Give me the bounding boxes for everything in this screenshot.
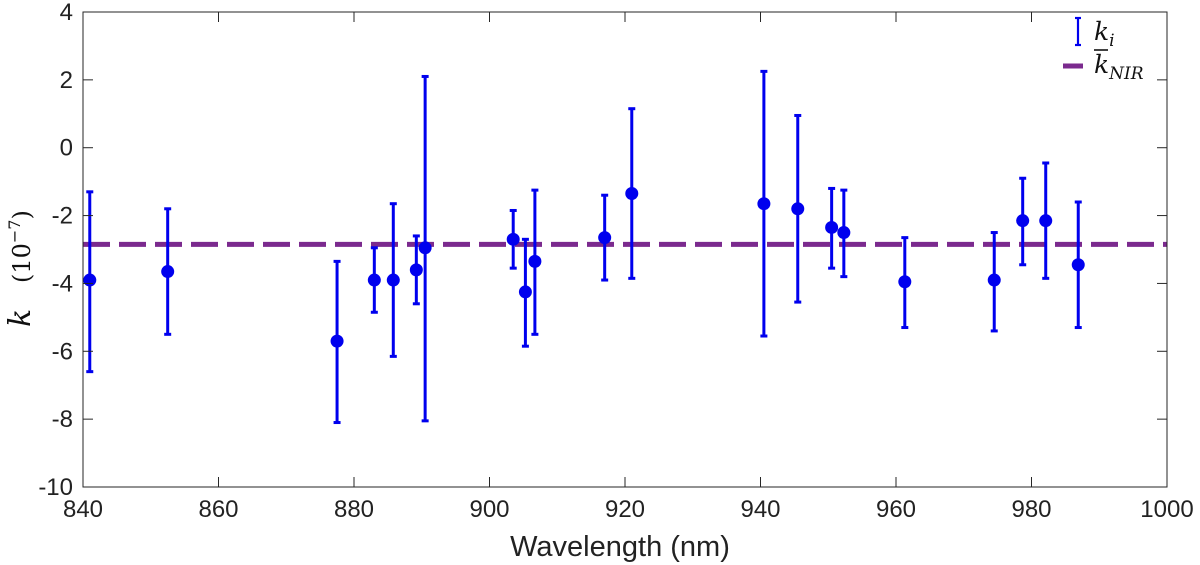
plot-area xyxy=(83,69,1167,425)
axes-box xyxy=(82,11,1168,488)
data-point xyxy=(386,202,400,358)
x-tick-label: 920 xyxy=(605,496,645,523)
y-axis-scale: (10−7) xyxy=(5,210,36,283)
x-tick-label: 960 xyxy=(876,496,916,523)
x-tick-label: 840 xyxy=(63,496,103,523)
x-tick-label: 940 xyxy=(740,496,780,523)
marker xyxy=(386,273,400,287)
data-point xyxy=(1039,161,1053,280)
y-tick-label: -4 xyxy=(52,270,73,297)
data-point xyxy=(330,259,344,425)
data-point xyxy=(987,231,1001,333)
data-point xyxy=(757,69,771,338)
data-point xyxy=(1016,176,1030,267)
data-point xyxy=(898,236,912,330)
marker xyxy=(1039,214,1053,228)
data-point xyxy=(83,190,97,374)
y-tick-label: 2 xyxy=(60,67,73,94)
x-axis-title: Wavelength (nm) xyxy=(510,531,730,563)
x-tick-label: 880 xyxy=(334,496,374,523)
y-tick-label: -6 xyxy=(52,338,73,365)
data-point xyxy=(625,107,639,280)
marker xyxy=(528,254,542,268)
data-point xyxy=(161,207,175,336)
marker xyxy=(1071,258,1085,272)
marker xyxy=(330,334,344,348)
legend-label-ki: ki xyxy=(1094,17,1115,51)
legend-label-knir: kNIR xyxy=(1094,50,1144,84)
marker xyxy=(757,197,771,211)
y-axis-title: k (10−7) xyxy=(3,210,38,327)
marker xyxy=(409,263,423,277)
data-point xyxy=(367,246,381,314)
marker xyxy=(625,187,639,201)
marker xyxy=(83,273,97,287)
x-tick-label: 980 xyxy=(1011,496,1051,523)
data-point xyxy=(791,113,805,304)
data-point xyxy=(409,234,423,306)
y-tick-label: -10 xyxy=(38,474,73,501)
data-point xyxy=(518,237,532,348)
x-tick-label: 900 xyxy=(469,496,509,523)
data-point xyxy=(506,208,520,270)
data-point xyxy=(418,74,432,423)
axes: 840 860 880 900 920 940 960 980 1000 -10 -8 -6 -4 -2 0… xyxy=(38,0,1193,523)
y-tick-label: 4 xyxy=(60,0,73,26)
legend-entry-ki: ki xyxy=(1075,16,1115,51)
y-tick-label: 0 xyxy=(60,135,73,162)
marker xyxy=(518,285,532,299)
x-tick-label: 860 xyxy=(198,496,238,523)
data-point xyxy=(528,188,542,336)
marker xyxy=(161,265,175,279)
marker xyxy=(1016,214,1030,228)
legend-entry-knir: kNIR xyxy=(1063,49,1144,84)
marker xyxy=(506,232,520,246)
marker xyxy=(898,275,912,289)
marker xyxy=(837,226,851,240)
y-tick-label: -2 xyxy=(52,203,73,230)
marker xyxy=(791,202,805,216)
y-axis-symbol: k xyxy=(3,309,38,327)
marker xyxy=(367,273,381,287)
marker xyxy=(825,220,839,234)
legend: ki kNIR xyxy=(1063,16,1144,84)
data-point xyxy=(598,193,612,282)
marker xyxy=(987,273,1001,287)
data-point xyxy=(825,186,839,270)
marker xyxy=(598,231,612,245)
data-point xyxy=(837,188,851,279)
marker xyxy=(418,241,432,255)
y-tick-label: -8 xyxy=(52,406,73,433)
data-point xyxy=(1071,200,1085,330)
x-tick-label: 1000 xyxy=(1140,496,1193,523)
